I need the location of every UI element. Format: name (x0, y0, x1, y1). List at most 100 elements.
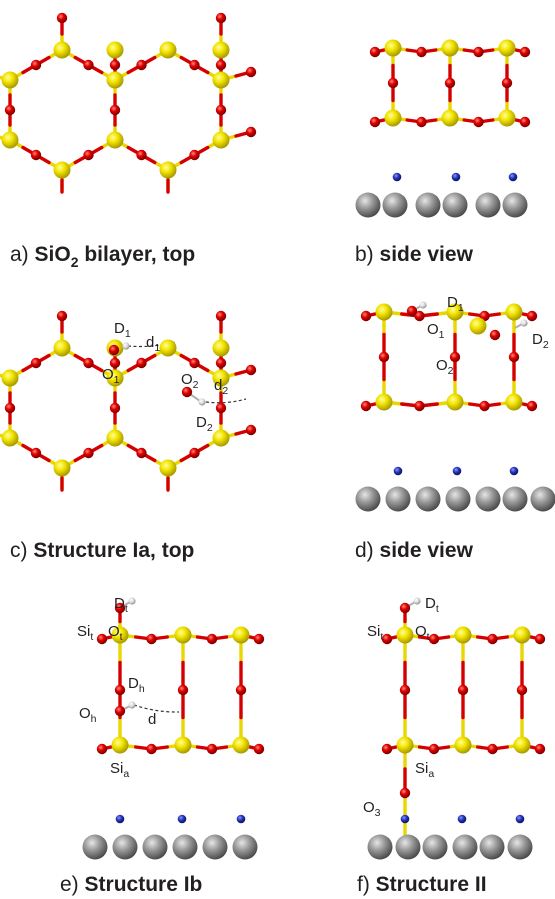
oxygen-atom (56, 310, 68, 322)
metal-atom (355, 192, 381, 218)
oxygen-atom (114, 684, 126, 696)
adsorbate-atom (236, 814, 246, 824)
oxygen-atom (215, 310, 227, 322)
oxygen-atom (215, 402, 227, 414)
adsorbate-atom (177, 814, 187, 824)
silicon-atom (396, 626, 414, 644)
oxygen-atom (399, 684, 411, 696)
silicon-atom (1, 131, 19, 149)
oxygen-atom (360, 400, 372, 412)
oxygen-atom (114, 705, 126, 717)
label-d1: D1 (114, 320, 131, 340)
oxygen-atom (136, 357, 147, 369)
oxygen-atom (457, 684, 469, 696)
label-sit-f: Sit (367, 623, 383, 643)
hydrogen-bond-dashed (205, 398, 247, 404)
oxygen-atom (487, 633, 498, 645)
oxygen-atom (206, 743, 218, 755)
caption-a: a) SiO2 bilayer, top (10, 243, 195, 270)
oxygen-atom (235, 684, 247, 696)
oxygen-atom (245, 424, 257, 436)
oxygen-atom (519, 116, 531, 128)
oxygen-atom (378, 351, 390, 363)
label-o1-side: O1 (427, 321, 445, 341)
oxygen-atom (181, 386, 193, 398)
adsorbate-atom (457, 814, 467, 824)
label-sia-f: Sia (415, 760, 434, 780)
metal-atom (367, 834, 393, 860)
metal-atom (112, 834, 138, 860)
oxygen-atom (83, 59, 94, 71)
oxygen-atom (83, 357, 94, 369)
label-o2: O2 (181, 371, 199, 391)
silicon-atom (232, 736, 250, 754)
adsorbate-atom (451, 172, 461, 182)
oxygen-atom (114, 602, 126, 614)
oxygen-atom (399, 787, 411, 799)
silicon-atom (375, 303, 393, 321)
silicon-atom (1, 71, 19, 89)
silicon-atom (53, 41, 71, 59)
caption-f: f) Structure II (357, 873, 487, 896)
metal-atom (232, 834, 258, 860)
oxygen-atom (406, 305, 418, 317)
oxygen-atom (96, 743, 108, 755)
metal-atom (422, 834, 448, 860)
oxygen-atom (136, 447, 147, 459)
adsorbate-atom (115, 814, 125, 824)
silicon-atom (498, 39, 516, 57)
oxygen-atom (136, 149, 147, 161)
oxygen-atom (501, 77, 513, 89)
metal-atom (507, 834, 533, 860)
metal-atom (415, 486, 441, 512)
metal-atom (442, 192, 468, 218)
silicon-atom (212, 71, 230, 89)
oxygen-atom (4, 104, 16, 116)
silicon-atom (454, 736, 472, 754)
adsorbate-atom (393, 466, 403, 476)
adsorbate-atom (509, 466, 519, 476)
metal-atom (479, 834, 505, 860)
oxygen-atom (253, 743, 265, 755)
oxygen-atom (487, 743, 498, 755)
metal-atom (385, 486, 411, 512)
label-o3: O3 (363, 799, 381, 819)
label-o2-side: O2 (436, 357, 454, 377)
metal-atom (452, 834, 478, 860)
oxygen-atom (177, 684, 189, 696)
oxygen-atom (387, 77, 399, 89)
oxygen-atom (189, 59, 200, 71)
silicon-atom (441, 109, 459, 127)
metal-atom (172, 834, 198, 860)
oxygen-atom (444, 77, 456, 89)
oxygen-atom (109, 357, 121, 369)
label-distance-d: d (148, 711, 156, 728)
silicon-atom (441, 39, 459, 57)
label-sia-e: Sia (110, 760, 129, 780)
silicon-atom (106, 369, 124, 387)
silicon-atom (513, 736, 531, 754)
oxygen-atom (414, 400, 425, 412)
label-dt-f: Dt (425, 595, 439, 615)
oxygen-atom (146, 743, 157, 755)
oxygen-atom (189, 357, 200, 369)
label-oh-e: Oh (79, 705, 97, 725)
silicon-atom (159, 339, 177, 357)
oxygen-atom (449, 351, 461, 363)
label-ot-f: Ot (415, 623, 430, 643)
silicon-atom (212, 339, 230, 357)
oxygen-atom (416, 116, 427, 128)
deuterium-atom (198, 398, 206, 406)
oxygen-atom (534, 633, 546, 645)
oxygen-atom (526, 310, 538, 322)
oxygen-atom (109, 59, 121, 71)
oxygen-atom (428, 633, 440, 645)
silicon-atom (106, 71, 124, 89)
silicon-atom (498, 109, 516, 127)
metal-atom (355, 486, 381, 512)
silicon-atom (53, 459, 71, 477)
oxygen-atom (245, 66, 257, 78)
hydrogen-bond-dashed (133, 704, 180, 713)
oxygen-atom (369, 46, 381, 58)
label-d1-side: D1 (447, 294, 464, 314)
